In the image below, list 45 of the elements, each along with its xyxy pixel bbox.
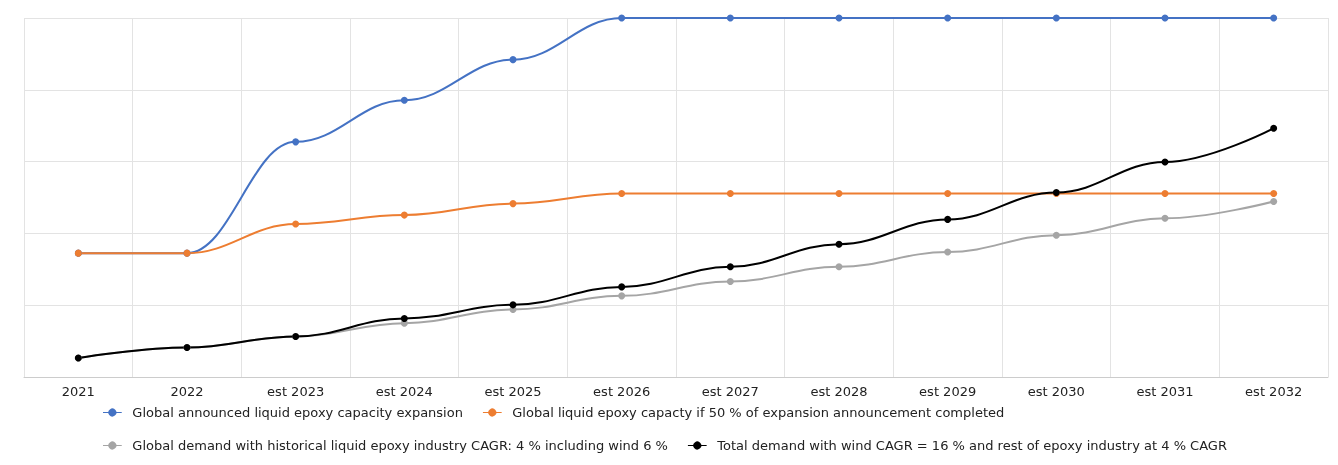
x-tick-label: est 2023: [267, 384, 325, 399]
point: [726, 278, 734, 285]
x-tick-label: est 2032: [1245, 384, 1303, 399]
point: [944, 215, 952, 223]
point: [726, 263, 734, 271]
point: [944, 248, 952, 256]
point: [509, 56, 517, 64]
point: [292, 220, 300, 228]
x-tick-label: est 2025: [484, 384, 542, 399]
x-tick-label: est 2031: [1136, 384, 1194, 399]
point: [944, 190, 952, 198]
legend-label: Global announced liquid epoxy capacity expansion: [132, 405, 463, 420]
point: [835, 263, 843, 271]
point: [400, 314, 408, 322]
x-tick-label: est 2029: [919, 384, 977, 399]
point: [726, 190, 734, 198]
legend-label: Total demand with wind CAGR = 16 % and rest of epoxy industry at 4 % CAGR: [716, 438, 1227, 453]
point: [835, 190, 843, 198]
point: [618, 14, 626, 22]
point: [618, 190, 626, 198]
point: [618, 292, 626, 300]
legend-label: Global liquid epoxy capacty if 50 % of expansion announcement completed: [512, 405, 1005, 420]
point: [1270, 14, 1278, 22]
legend-label: Global demand with historical liquid epoxy industry CAGR: 4 % including wind 6 %: [132, 438, 668, 453]
x-tick-label: est 2026: [593, 384, 651, 399]
point: [1052, 231, 1060, 239]
point: [1270, 190, 1278, 198]
point: [1161, 214, 1169, 222]
x-tick-label: est 2030: [1027, 384, 1085, 399]
point: [400, 211, 408, 219]
point: [400, 96, 408, 104]
point: [1161, 190, 1169, 198]
x-tick-label: est 2028: [810, 384, 868, 399]
point: [1270, 124, 1278, 132]
point: [1270, 197, 1278, 205]
point: [1052, 14, 1060, 22]
point: [944, 14, 952, 22]
x-tick-label: 2021: [61, 384, 95, 399]
point: [509, 200, 517, 208]
point: [618, 283, 626, 291]
x-tick-label: est 2027: [701, 384, 759, 399]
point: [292, 138, 300, 146]
x-tick-label: est 2024: [375, 384, 433, 399]
x-tick-label: 2022: [170, 384, 204, 399]
point: [726, 14, 734, 22]
